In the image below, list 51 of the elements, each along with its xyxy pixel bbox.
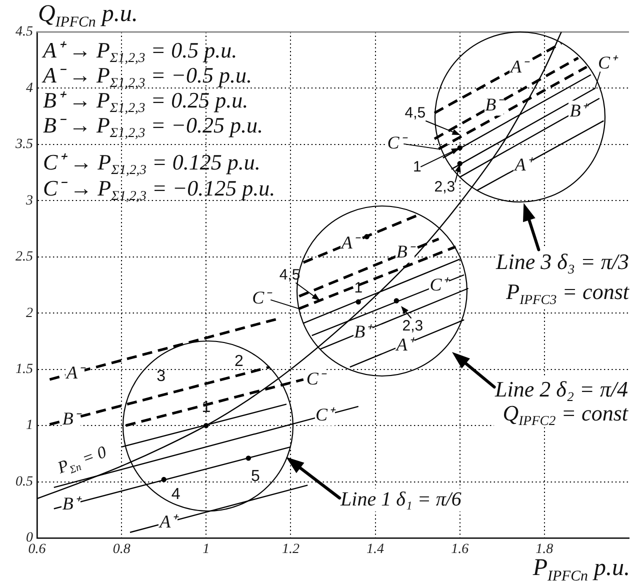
annotation: B⁺ [353, 322, 372, 343]
y-tick-label: 2.5 [16, 250, 33, 265]
y-tick-label: 0.5 [16, 474, 33, 490]
annotation: Line 2 δ₂ = π/4 Q$_{IPFC2}$ = const [494, 376, 629, 428]
y-tick-label: 4 [26, 80, 33, 96]
annotation: Line 1 δ₁ = π/6 [340, 488, 462, 512]
annotation: C⁺ → P$_{Σ1,2,3}$ = 0.125 p.u. [43, 149, 260, 178]
annotation: B⁺ [568, 100, 588, 122]
annotation: 2 [234, 352, 244, 372]
y-tick-label: 3.5 [14, 137, 33, 152]
x-tick-label: 1 [202, 542, 210, 558]
x-axis-title: P$_{IPFCn}$ p.u. [532, 555, 630, 584]
annotation: B⁺ [61, 494, 80, 515]
x-tick-label: 1.4 [366, 542, 384, 558]
annotation: 1 [412, 158, 422, 176]
annotation: C⁻ [251, 287, 272, 308]
annotation: C⁻ → P$_{Σ1,2,3}$ = −0.125 p.u. [43, 175, 276, 204]
annotation: C⁻ [386, 132, 406, 154]
annotation: B⁻ [484, 94, 504, 116]
annotation: 3 [156, 368, 166, 386]
annotation: C⁻ [305, 369, 326, 390]
annotation: A⁺ [514, 154, 533, 176]
annotation: A⁺ [158, 512, 178, 533]
x-tick-label: 0.6 [28, 542, 46, 558]
annotation: C⁺ [428, 274, 449, 296]
y-tick-label: 1.5 [16, 362, 33, 378]
annotation: A⁺ → P$_{Σ1,2,3}$ = 0.5 p.u. [43, 37, 238, 66]
annotation: 5 [250, 468, 260, 486]
annotation: 1 [354, 280, 363, 297]
annotation: 2,3 [434, 178, 456, 196]
annotation: B⁻ [61, 408, 80, 430]
x-tick-label: 1.6 [451, 542, 469, 558]
annotation: A⁻ [340, 233, 360, 254]
annotation: 2,3 [402, 318, 424, 335]
annotation: C⁺ [314, 405, 335, 426]
y-tick-label: 2 [26, 306, 33, 321]
annotation: B⁻ [395, 242, 414, 263]
x-tick-label: 0.8 [112, 542, 130, 558]
annotation: A⁺ [395, 334, 414, 355]
y-tick-label: 3 [25, 193, 33, 208]
y-axis-title: Q$_{IPFCn}$ p.u. [38, 1, 138, 30]
x-tick-label: 1.8 [536, 542, 554, 558]
annotation: A⁻ [510, 56, 529, 78]
annotation: C⁺ [597, 52, 618, 74]
x-tick-label: 1.2 [282, 542, 300, 558]
y-tick-label: 1 [26, 418, 33, 434]
annotation: 4 [171, 485, 180, 504]
annotation: Line 3 δ₃ = π/3 P$_{IPFC3}$ = const [495, 246, 630, 308]
y-tick-label: 4.5 [16, 24, 33, 40]
annotation: 4,5 [404, 104, 426, 122]
annotation: A⁻ [66, 362, 85, 384]
